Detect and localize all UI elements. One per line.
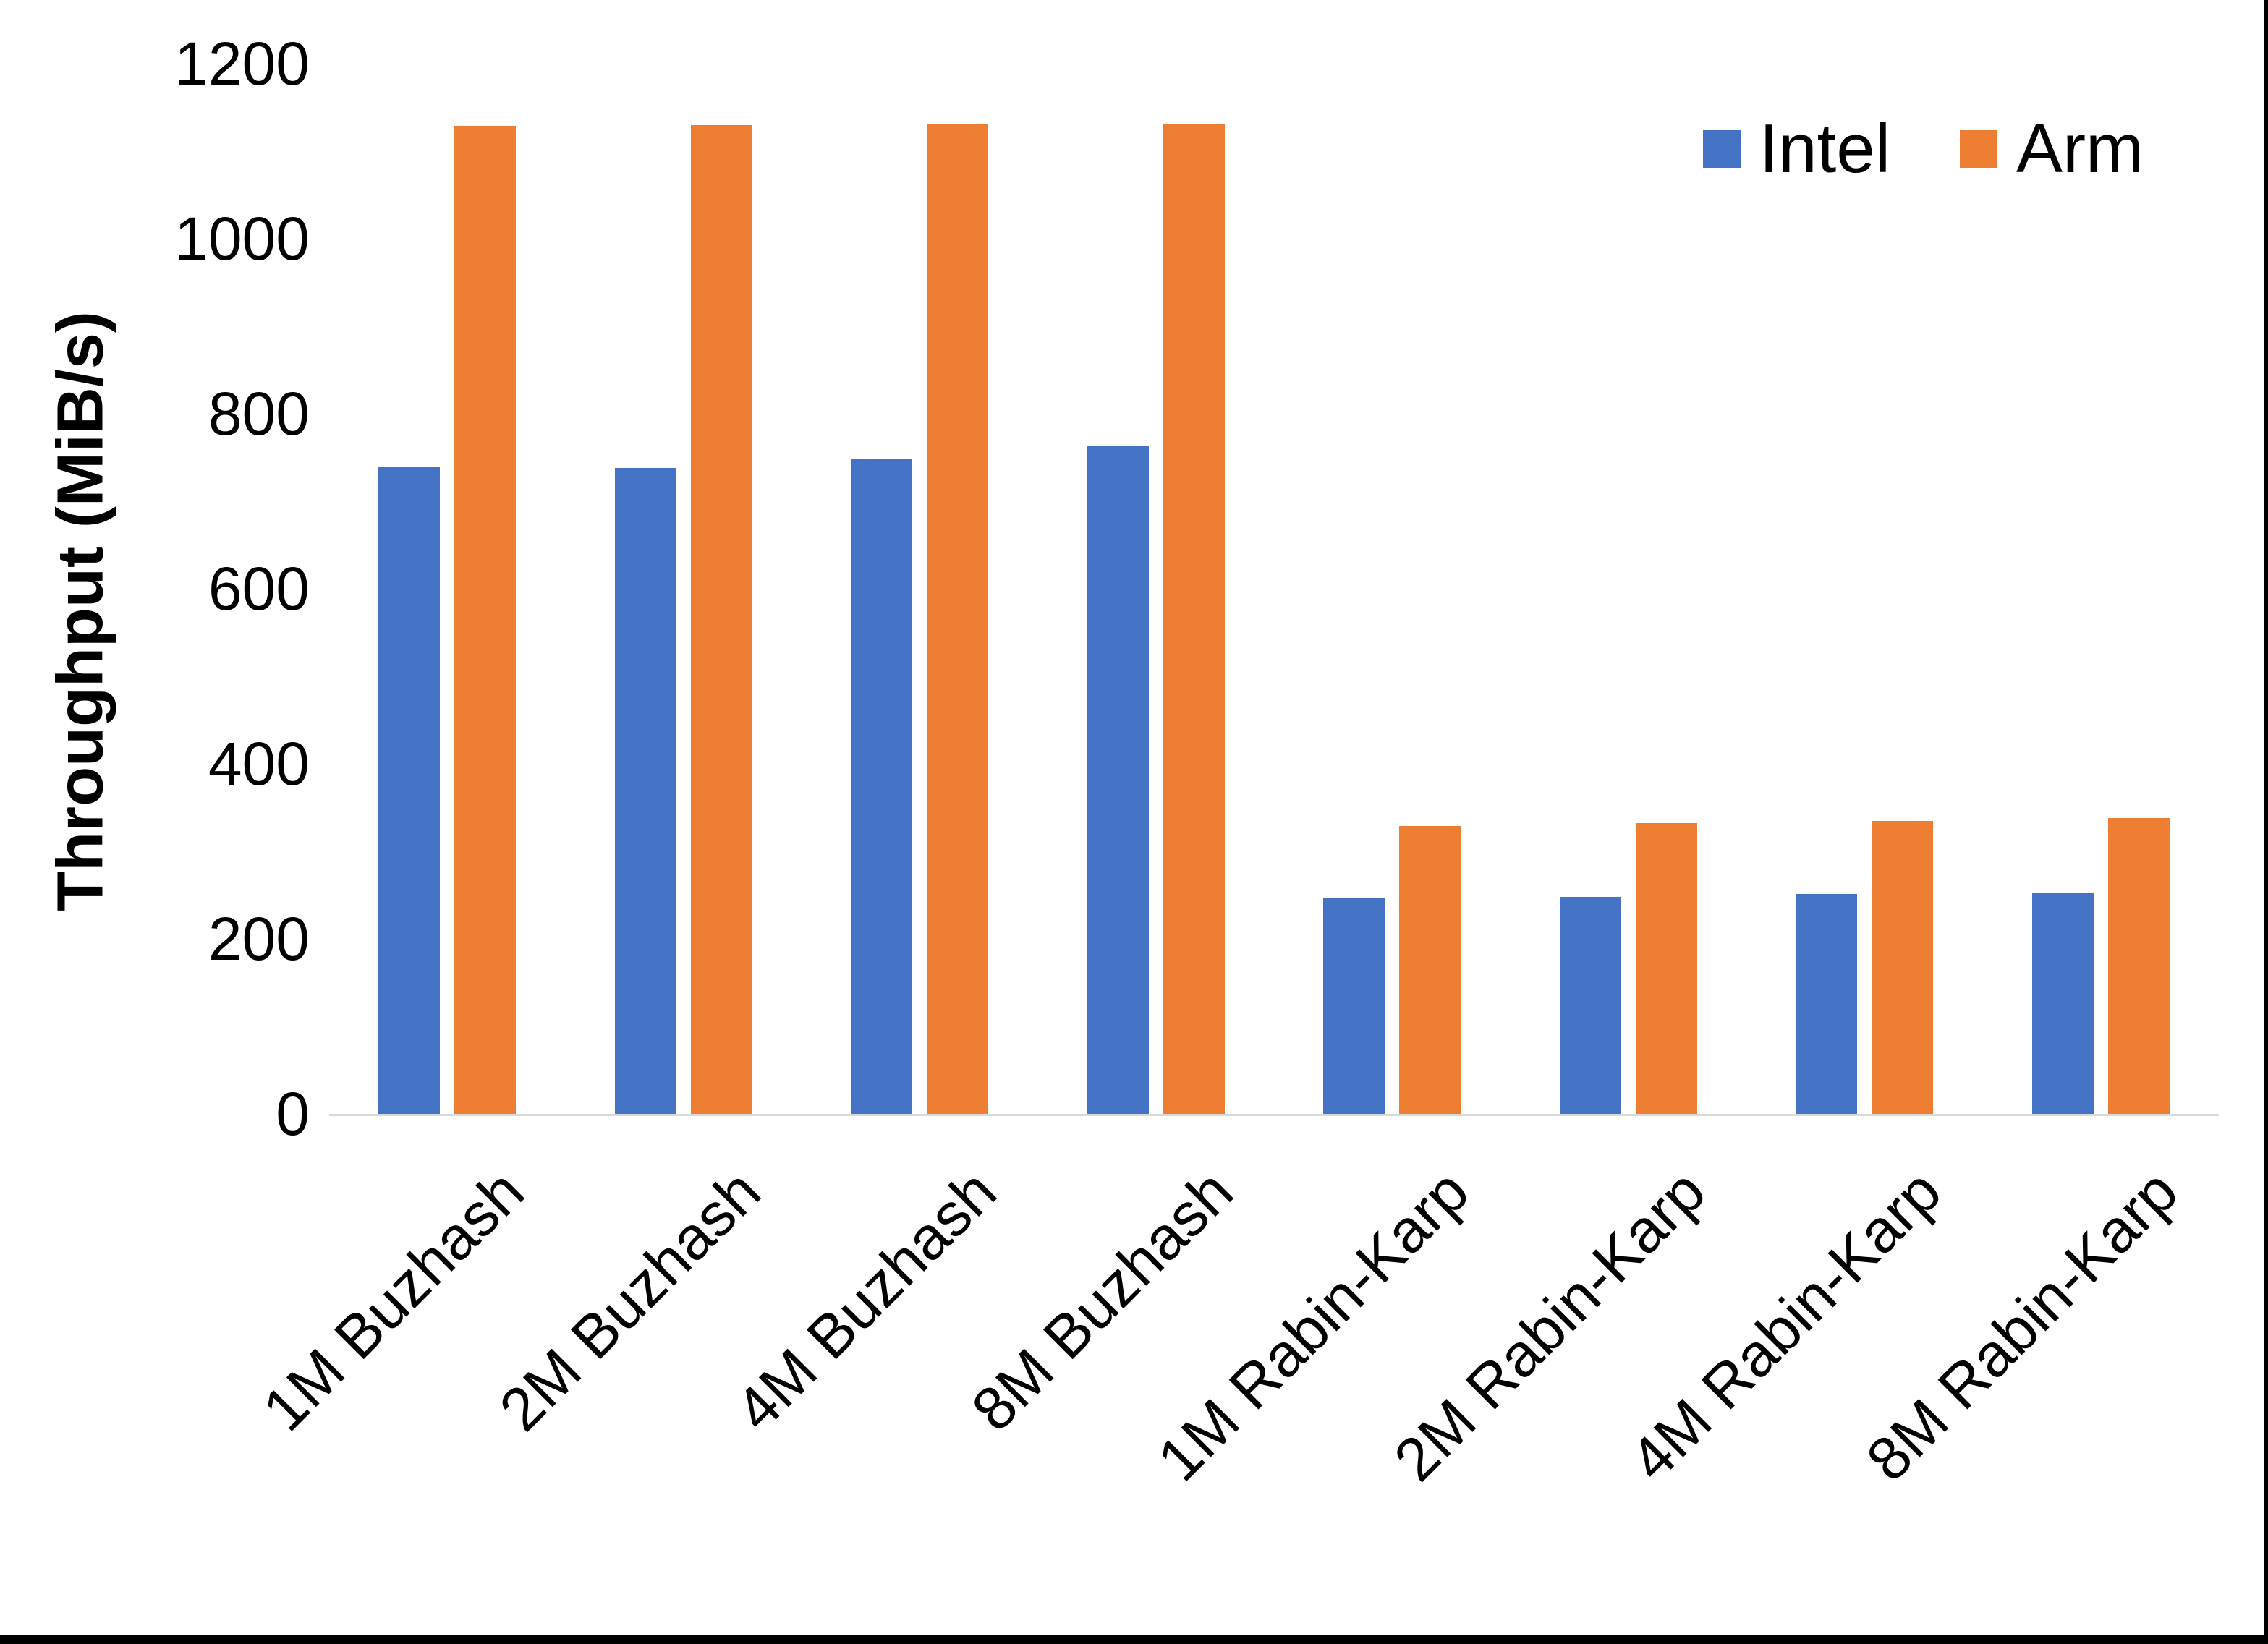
- y-tick-label-1200: 1200: [174, 30, 310, 98]
- bar-intel-4m-buzhash: [851, 458, 913, 1114]
- bar-arm-4m-buzhash: [927, 124, 989, 1114]
- x-axis-line: [329, 1114, 2219, 1116]
- x-category-label-8m-buzhash: 8M Buzhash: [958, 1157, 1246, 1444]
- bar-arm-4m-rabin-karp: [1872, 820, 1934, 1114]
- legend-label-intel: Intel: [1759, 110, 1891, 187]
- x-category-label-8m-rabin-karp: 8M Rabin-Karp: [1853, 1157, 2191, 1494]
- bar-arm-8m-rabin-karp: [2107, 818, 2170, 1114]
- bar-intel-8m-buzhash: [1087, 445, 1149, 1114]
- legend-label-arm: Arm: [2016, 110, 2144, 187]
- screenshot-bottom-border: [0, 1635, 2268, 1644]
- screenshot-right-border: [2264, 0, 2268, 1644]
- y-tick-label-1000: 1000: [174, 205, 310, 273]
- bar-intel-1m-rabin-karp: [1323, 898, 1385, 1114]
- bar-intel-4m-rabin-karp: [1796, 894, 1858, 1114]
- x-category-label-4m-rabin-karp: 4M Rabin-Karp: [1617, 1157, 1955, 1494]
- legend-item-arm: Arm: [1960, 114, 2144, 184]
- bar-arm-1m-buzhash: [454, 125, 517, 1114]
- bar-arm-8m-buzhash: [1163, 124, 1225, 1114]
- bar-arm-2m-rabin-karp: [1635, 823, 1697, 1114]
- x-category-label-4m-buzhash: 4M Buzhash: [722, 1157, 1010, 1444]
- x-category-label-2m-buzhash: 2M Buzhash: [485, 1157, 773, 1444]
- y-tick-label-0: 0: [276, 1080, 310, 1148]
- legend-swatch-intel: [1702, 130, 1741, 168]
- y-tick-label-800: 800: [208, 380, 310, 448]
- bar-intel-2m-rabin-karp: [1559, 896, 1621, 1114]
- bar-intel-8m-rabin-karp: [2031, 893, 2094, 1114]
- bar-intel-1m-buzhash: [378, 466, 441, 1114]
- x-category-label-1m-buzhash: 1M Buzhash: [250, 1157, 538, 1444]
- bar-arm-2m-buzhash: [690, 124, 752, 1114]
- x-category-label-1m-rabin-karp: 1M Rabin-Karp: [1144, 1157, 1482, 1494]
- bar-arm-1m-rabin-karp: [1399, 825, 1461, 1114]
- legend-item-intel: Intel: [1702, 110, 1891, 187]
- legend-swatch-arm: [1960, 130, 1998, 168]
- y-tick-label-200: 200: [208, 905, 310, 973]
- y-tick-label-400: 400: [208, 730, 310, 798]
- bar-intel-2m-buzhash: [614, 468, 676, 1114]
- y-tick-label-600: 600: [208, 555, 310, 623]
- x-category-label-2m-rabin-karp: 2M Rabin-Karp: [1380, 1157, 1718, 1494]
- legend: Intel Arm: [1702, 110, 2144, 187]
